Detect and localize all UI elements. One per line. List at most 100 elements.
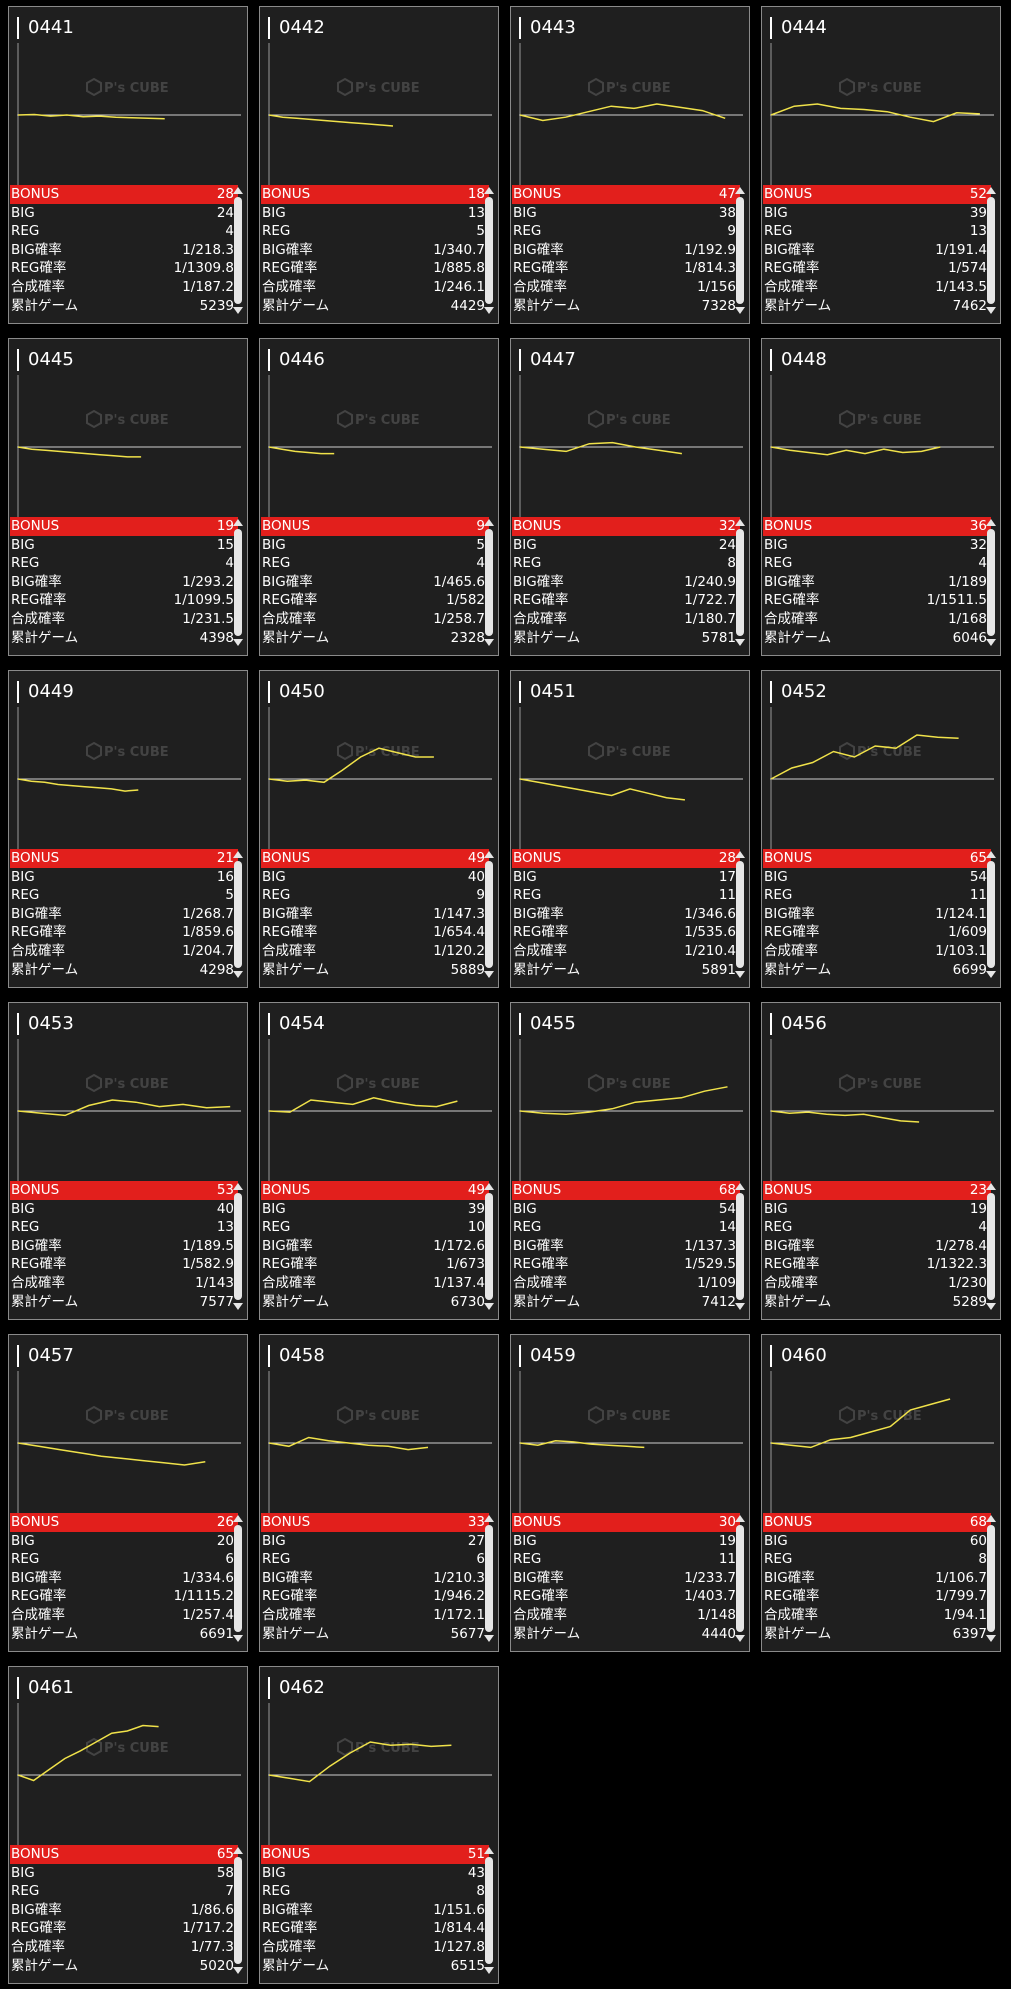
- stats-scrollbar[interactable]: [986, 517, 996, 648]
- stats-scrollbar[interactable]: [484, 1513, 494, 1644]
- stats-scrollbar[interactable]: [233, 1845, 243, 1976]
- scroll-thumb[interactable]: [736, 861, 744, 968]
- scroll-thumb[interactable]: [987, 1193, 995, 1300]
- scroll-up-icon[interactable]: [735, 519, 745, 526]
- stats-scrollbar[interactable]: [735, 517, 745, 648]
- scroll-down-icon[interactable]: [233, 307, 243, 314]
- scroll-up-icon[interactable]: [986, 187, 996, 194]
- scroll-down-icon[interactable]: [986, 971, 996, 978]
- machine-card[interactable]: 0449 P's CUBE BONUS 21 BIG 16 REG 5 BIG確率 1/268.7…: [8, 670, 248, 988]
- scroll-down-icon[interactable]: [484, 971, 494, 978]
- scroll-down-icon[interactable]: [986, 639, 996, 646]
- machine-card[interactable]: 0451 P's CUBE BONUS 28 BIG 17 REG 11 BIG確率 1/346.…: [510, 670, 750, 988]
- stats-scrollbar[interactable]: [233, 849, 243, 980]
- scroll-up-icon[interactable]: [484, 1515, 494, 1522]
- scroll-thumb[interactable]: [234, 1857, 242, 1964]
- machine-card[interactable]: 0457 P's CUBE BONUS 26 BIG 20 REG 6 BIG確率 1/334.6…: [8, 1334, 248, 1652]
- machine-card[interactable]: 0447 P's CUBE BONUS 32 BIG 24 REG 8 BIG確率 1/240.9…: [510, 338, 750, 656]
- scroll-down-icon[interactable]: [233, 1635, 243, 1642]
- machine-card[interactable]: 0444 P's CUBE BONUS 52 BIG 39 REG 13 BIG確率 1/191.…: [761, 6, 1001, 324]
- scroll-thumb[interactable]: [485, 529, 493, 636]
- scroll-thumb[interactable]: [736, 1193, 744, 1300]
- machine-card[interactable]: 0445 P's CUBE BONUS 19 BIG 15 REG 4 BIG確率 1/293.2…: [8, 338, 248, 656]
- machine-card[interactable]: 0452 P's CUBE BONUS 65 BIG 54 REG 11 BIG確率 1/124.…: [761, 670, 1001, 988]
- stats-scrollbar[interactable]: [484, 185, 494, 316]
- stats-scrollbar[interactable]: [233, 185, 243, 316]
- stats-scrollbar[interactable]: [735, 849, 745, 980]
- scroll-down-icon[interactable]: [484, 639, 494, 646]
- scroll-down-icon[interactable]: [735, 307, 745, 314]
- stats-scrollbar[interactable]: [484, 517, 494, 648]
- stats-scrollbar[interactable]: [484, 1181, 494, 1312]
- scroll-down-icon[interactable]: [484, 1635, 494, 1642]
- scroll-down-icon[interactable]: [986, 1303, 996, 1310]
- scroll-up-icon[interactable]: [233, 1847, 243, 1854]
- scroll-up-icon[interactable]: [986, 1515, 996, 1522]
- stats-scrollbar[interactable]: [233, 1181, 243, 1312]
- stats-scrollbar[interactable]: [735, 1513, 745, 1644]
- scroll-down-icon[interactable]: [735, 1303, 745, 1310]
- stats-scrollbar[interactable]: [986, 849, 996, 980]
- machine-card[interactable]: 0460 P's CUBE BONUS 68 BIG 60 REG 8 BIG確率 1/106.7…: [761, 1334, 1001, 1652]
- scroll-down-icon[interactable]: [233, 971, 243, 978]
- scroll-thumb[interactable]: [485, 1857, 493, 1964]
- stats-scrollbar[interactable]: [735, 185, 745, 316]
- scroll-down-icon[interactable]: [484, 1303, 494, 1310]
- scroll-thumb[interactable]: [485, 1193, 493, 1300]
- machine-card[interactable]: 0450 P's CUBE BONUS 49 BIG 40 REG 9 BIG確率 1/147.3…: [259, 670, 499, 988]
- scroll-thumb[interactable]: [234, 861, 242, 968]
- scroll-up-icon[interactable]: [233, 187, 243, 194]
- scroll-thumb[interactable]: [987, 1525, 995, 1632]
- scroll-thumb[interactable]: [234, 197, 242, 304]
- machine-card[interactable]: 0458 P's CUBE BONUS 33 BIG 27 REG 6 BIG確率 1/210.3…: [259, 1334, 499, 1652]
- scroll-down-icon[interactable]: [986, 307, 996, 314]
- scroll-up-icon[interactable]: [233, 851, 243, 858]
- scroll-down-icon[interactable]: [233, 1967, 243, 1974]
- scroll-thumb[interactable]: [736, 1525, 744, 1632]
- scroll-up-icon[interactable]: [986, 851, 996, 858]
- stats-scrollbar[interactable]: [735, 1181, 745, 1312]
- scroll-thumb[interactable]: [987, 861, 995, 968]
- scroll-down-icon[interactable]: [233, 639, 243, 646]
- stats-scrollbar[interactable]: [233, 1513, 243, 1644]
- stats-scrollbar[interactable]: [986, 1181, 996, 1312]
- scroll-thumb[interactable]: [234, 529, 242, 636]
- scroll-up-icon[interactable]: [484, 519, 494, 526]
- scroll-thumb[interactable]: [485, 197, 493, 304]
- machine-card[interactable]: 0443 P's CUBE BONUS 47 BIG 38 REG 9 BIG確率 1/192.9…: [510, 6, 750, 324]
- machine-card[interactable]: 0446 P's CUBE BONUS 9 BIG 5 REG 4 BIG確率 1/465.6 RE…: [259, 338, 499, 656]
- scroll-down-icon[interactable]: [233, 1303, 243, 1310]
- machine-card[interactable]: 0454 P's CUBE BONUS 49 BIG 39 REG 10 BIG確率 1/172.…: [259, 1002, 499, 1320]
- stats-scrollbar[interactable]: [484, 1845, 494, 1976]
- scroll-thumb[interactable]: [736, 197, 744, 304]
- scroll-thumb[interactable]: [736, 529, 744, 636]
- machine-card[interactable]: 0456 P's CUBE BONUS 23 BIG 19 REG 4 BIG確率 1/278.4…: [761, 1002, 1001, 1320]
- machine-card[interactable]: 0461 P's CUBE BONUS 65 BIG 58 REG 7 BIG確率 1/86.6 R…: [8, 1666, 248, 1984]
- scroll-down-icon[interactable]: [484, 1967, 494, 1974]
- scroll-up-icon[interactable]: [484, 1847, 494, 1854]
- scroll-up-icon[interactable]: [735, 1515, 745, 1522]
- stats-scrollbar[interactable]: [986, 1513, 996, 1644]
- stats-scrollbar[interactable]: [484, 849, 494, 980]
- scroll-thumb[interactable]: [485, 1525, 493, 1632]
- scroll-thumb[interactable]: [234, 1193, 242, 1300]
- scroll-thumb[interactable]: [987, 197, 995, 304]
- scroll-up-icon[interactable]: [233, 1515, 243, 1522]
- machine-card[interactable]: 0441 P's CUBE BONUS 28 BIG 24 REG 4 BIG確率 1/218.3…: [8, 6, 248, 324]
- machine-card[interactable]: 0459 P's CUBE BONUS 30 BIG 19 REG 11 BIG確率 1/233.…: [510, 1334, 750, 1652]
- scroll-up-icon[interactable]: [735, 187, 745, 194]
- scroll-thumb[interactable]: [234, 1525, 242, 1632]
- scroll-down-icon[interactable]: [484, 307, 494, 314]
- scroll-down-icon[interactable]: [735, 971, 745, 978]
- scroll-up-icon[interactable]: [735, 1183, 745, 1190]
- scroll-up-icon[interactable]: [233, 519, 243, 526]
- scroll-down-icon[interactable]: [735, 639, 745, 646]
- machine-card[interactable]: 0462 P's CUBE BONUS 51 BIG 43 REG 8 BIG確率 1/151.6…: [259, 1666, 499, 1984]
- scroll-up-icon[interactable]: [484, 187, 494, 194]
- machine-card[interactable]: 0442 P's CUBE BONUS 18 BIG 13 REG 5 BIG確率 1/340.7…: [259, 6, 499, 324]
- scroll-down-icon[interactable]: [735, 1635, 745, 1642]
- scroll-up-icon[interactable]: [986, 1183, 996, 1190]
- scroll-thumb[interactable]: [987, 529, 995, 636]
- scroll-down-icon[interactable]: [986, 1635, 996, 1642]
- stats-scrollbar[interactable]: [233, 517, 243, 648]
